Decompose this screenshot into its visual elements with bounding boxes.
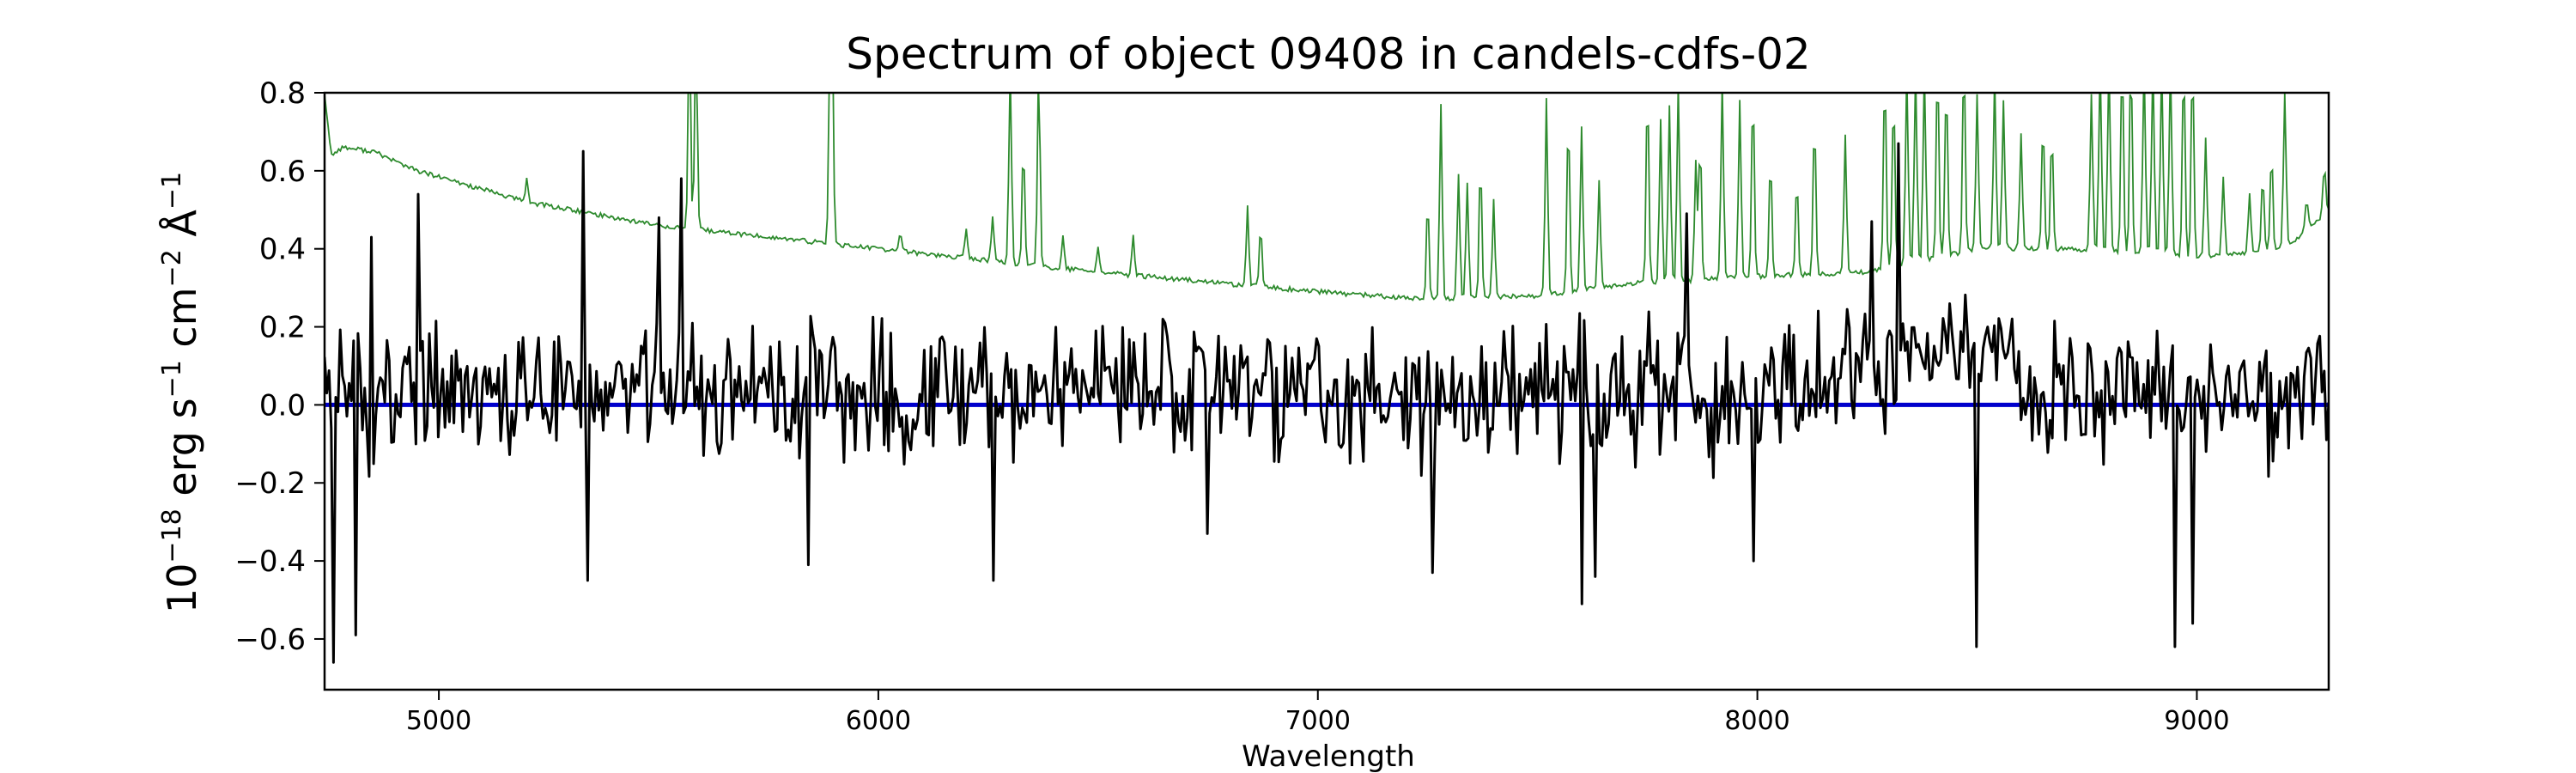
x-axis-label: Wavelength — [1242, 740, 1415, 773]
x-tick-label: 6000 — [846, 706, 911, 736]
x-tick-label: 5000 — [406, 706, 471, 736]
chart-title: Spectrum of object 09408 in candels-cdfs… — [846, 29, 1811, 79]
y-tick-label: 0.2 — [259, 311, 306, 345]
y-tick-label: −0.2 — [234, 466, 306, 501]
axis-ticks: −0.6 −0.4 −0.2 0.0 0.2 0.4 0.6 0.8 5000 6000 7000 8… — [234, 76, 2229, 736]
y-tick-label: 0.4 — [259, 233, 306, 267]
y-tick-label: 0.6 — [259, 155, 306, 189]
flux-spectrum-line — [325, 142, 2329, 664]
x-tick-label: 7000 — [1285, 706, 1351, 736]
x-tick-label: 9000 — [2164, 706, 2229, 736]
y-axis-label: 10−18 erg s−1 cm−2 Å−1 — [157, 172, 205, 613]
x-tick-label: 8000 — [1724, 706, 1789, 736]
plot-frame — [323, 91, 2330, 691]
y-tick-label: −0.6 — [234, 623, 306, 657]
y-tick-label: 0.8 — [259, 76, 306, 111]
y-tick-label: 0.0 — [259, 388, 306, 423]
y-tick-label: −0.4 — [234, 545, 306, 579]
plot-area — [325, 93, 2329, 664]
